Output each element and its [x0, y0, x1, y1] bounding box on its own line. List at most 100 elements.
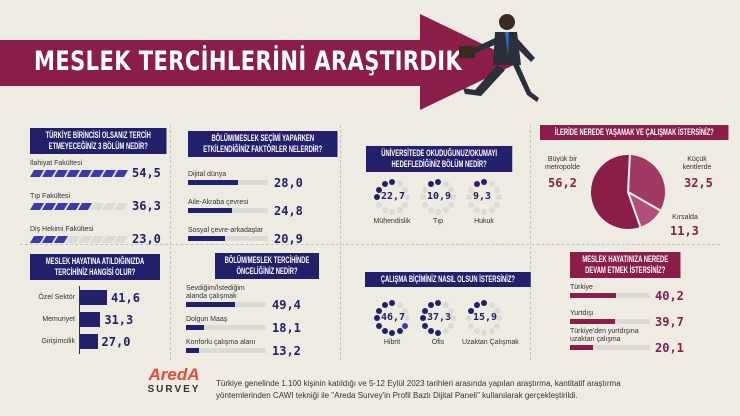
footer-note: Türkiye genelinde 1.100 kişinin katıldığ… — [216, 379, 621, 400]
bar — [186, 325, 205, 330]
dot — [496, 315, 502, 321]
bar — [186, 302, 236, 307]
bar-track — [188, 236, 268, 241]
bar-track — [186, 348, 266, 353]
dot — [422, 201, 428, 208]
bar — [186, 348, 200, 353]
dot — [404, 194, 410, 200]
value-label: 24,8 — [274, 204, 303, 218]
dot — [435, 209, 441, 215]
dot — [389, 209, 395, 215]
category-label: Tıp — [432, 218, 444, 225]
dot — [374, 194, 380, 200]
dot — [422, 322, 428, 329]
dot — [450, 194, 456, 200]
dot — [404, 315, 410, 321]
dot — [442, 206, 449, 213]
dot — [422, 186, 428, 193]
slice-label: Küçük kentlerde — [682, 156, 712, 171]
dot — [376, 322, 382, 329]
dot — [376, 201, 382, 208]
value-label: 11,3 — [670, 224, 699, 238]
bar-label: Yurtdışı — [570, 310, 594, 317]
bar — [570, 319, 616, 324]
graduation-cap-icon — [113, 170, 129, 177]
page-title: MESLEK TERCİHLERİNİ ARAŞTIRDIK — [34, 46, 463, 77]
value-label: 28,0 — [274, 176, 303, 190]
value-label: 54,5 — [132, 166, 161, 180]
question-title: TÜRKİYE BİRİNCİSİ OLSANIZ TERCİH ETMEYEC… — [30, 128, 167, 154]
value-label: 31,3 — [104, 313, 134, 327]
dot — [381, 327, 388, 334]
dot — [427, 302, 434, 308]
dot — [481, 179, 487, 185]
running-man-illustration — [459, 14, 539, 102]
bar-track — [570, 345, 650, 350]
dot — [473, 181, 480, 187]
question-title: BÖLÜM/MESLEK TERCİHİNDE ÖNCELİĞİNİZ NEDİ… — [215, 253, 319, 279]
value-label: 23,0 — [132, 232, 161, 246]
question-title: MESLEK HAYATINA ATILDIĞINIZDA TERCİHİNİZ… — [30, 254, 160, 280]
bar-label: Türkiye'den yurtdışına uzaktan çalışma — [570, 328, 639, 343]
bar-track — [186, 302, 266, 307]
dot — [401, 307, 408, 314]
dot — [468, 186, 474, 193]
value-label: 10,9 — [427, 191, 452, 202]
logo-wordmark: AredA — [148, 365, 200, 384]
dot — [496, 194, 502, 200]
dot — [427, 181, 434, 187]
dot — [381, 206, 388, 213]
bar — [80, 290, 108, 305]
bar-label: İlahiyat Fakültesi — [30, 160, 83, 167]
pie-chart — [589, 152, 667, 231]
dot — [488, 206, 495, 213]
value-label: 37,3 — [427, 312, 452, 323]
bar-track — [570, 293, 650, 298]
bar-label: Sevdiğim/İstediğim alanda çalışmak — [186, 285, 245, 300]
question-title: BÖLÜM/MESLEK SEÇİMİ YAPARKEN ETKİLENDİĞİ… — [188, 131, 338, 157]
dot — [401, 186, 408, 193]
bar-label: Girişimcilik — [41, 338, 75, 345]
graduation-cap-icon — [113, 236, 129, 243]
category-label: Uzaktan Çalışmak — [462, 339, 519, 346]
dot — [427, 327, 434, 334]
value-label: 39,7 — [655, 315, 684, 329]
divider — [530, 125, 531, 360]
divider — [170, 125, 171, 360]
value-label: 22,7 — [381, 191, 406, 202]
bar-track — [188, 208, 268, 213]
divider — [340, 125, 341, 360]
question-title: İLERİDE NEREDE YAŞAMAK VE ÇALIŞMAK İSTER… — [540, 125, 729, 140]
bar-label: Diş Hekimi Fakültesi — [30, 226, 94, 233]
dot — [435, 330, 441, 336]
bar — [80, 334, 98, 349]
axis-line — [79, 286, 80, 354]
value-label: 18,1 — [272, 321, 301, 335]
value-label: 49,4 — [272, 298, 301, 312]
dot — [374, 315, 380, 321]
dot — [381, 302, 388, 308]
dot — [401, 201, 408, 208]
value-label: 27,0 — [101, 335, 131, 349]
category-label: Ofis — [431, 339, 445, 346]
dot — [481, 209, 487, 215]
bar-label: Türkiye — [570, 284, 593, 291]
dot — [481, 300, 487, 306]
dot — [468, 322, 474, 329]
dot — [396, 181, 403, 187]
dot — [381, 181, 388, 187]
dot — [468, 201, 474, 208]
slice-label: Kırsalda — [672, 214, 698, 221]
value-label: 20,1 — [655, 341, 684, 355]
dot — [473, 302, 480, 308]
dot — [420, 194, 426, 200]
dot — [493, 186, 500, 193]
bar — [80, 312, 101, 327]
dot — [473, 206, 480, 213]
dot — [422, 307, 428, 314]
dot — [481, 330, 487, 336]
dot — [420, 315, 426, 321]
dot — [442, 181, 449, 187]
areda-logo: AredA SURVEY — [146, 366, 202, 396]
bar-track — [186, 325, 266, 330]
